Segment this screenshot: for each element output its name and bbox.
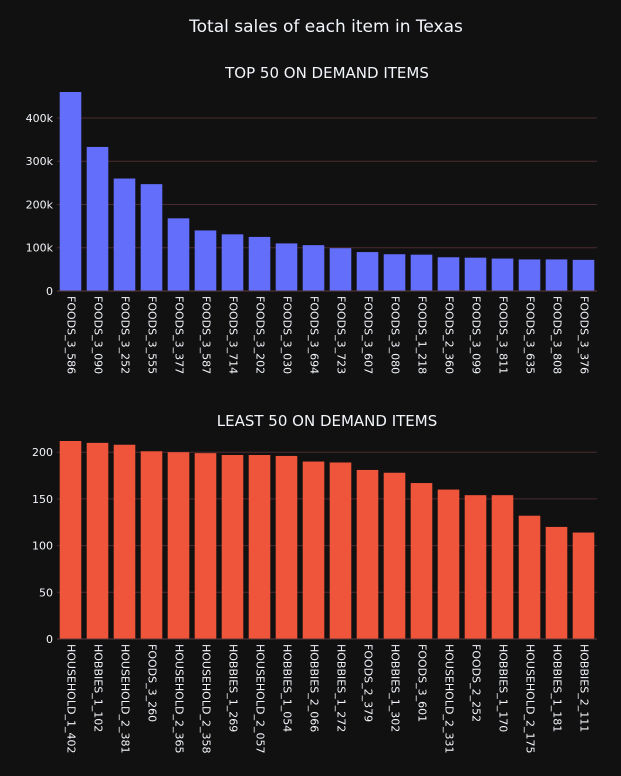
x-tick-label: FOODS_3_587 — [200, 296, 213, 374]
y-tick-label: 200 — [32, 446, 53, 459]
x-tick-label: HOBBIES_2_066 — [308, 644, 321, 732]
bar[interactable] — [518, 259, 541, 291]
y-tick-label: 0 — [46, 633, 53, 646]
bar[interactable] — [59, 441, 82, 639]
panel-title: TOP 50 ON DEMAND ITEMS — [224, 64, 429, 82]
bar[interactable] — [410, 483, 433, 639]
panel-title: LEAST 50 ON DEMAND ITEMS — [217, 412, 438, 430]
x-tick-label: HOBBIES_1_269 — [227, 644, 240, 732]
bar[interactable] — [329, 248, 352, 291]
bar[interactable] — [86, 442, 109, 639]
bar[interactable] — [329, 462, 352, 639]
y-tick-label: 100 — [32, 540, 53, 553]
x-tick-label: FOODS_3_586 — [65, 296, 78, 374]
y-tick-label: 400k — [26, 112, 54, 125]
bar[interactable] — [248, 455, 271, 639]
bar[interactable] — [437, 257, 460, 291]
bar[interactable] — [140, 184, 163, 291]
x-tick-label: HOBBIES_2_111 — [578, 644, 591, 732]
x-tick-label: HOUSEHOLD_2_358 — [200, 644, 213, 753]
x-tick-label: FOODS_3_607 — [362, 296, 375, 374]
x-tick-label: FOODS_3_030 — [281, 296, 294, 374]
chart-panel-2: LEAST 50 ON DEMAND ITEMS 0 50 100 150 200 HOUS… — [32, 412, 597, 753]
bar[interactable] — [572, 532, 595, 639]
y-tick-label: 0 — [46, 285, 53, 298]
chart-panel-1: TOP 50 ON DEMAND ITEMS 0 100k 200k 300k 400k F… — [26, 64, 597, 374]
y-tick-label: 100k — [26, 242, 54, 255]
bar[interactable] — [248, 236, 271, 291]
x-tick-label: FOODS_3_808 — [551, 296, 564, 374]
x-tick-label: HOBBIES_1_054 — [281, 644, 294, 732]
bar[interactable] — [275, 243, 298, 291]
bar[interactable] — [464, 257, 487, 291]
bar[interactable] — [167, 452, 190, 639]
x-tick-label: FOODS_2_252 — [470, 644, 483, 722]
bar[interactable] — [167, 218, 190, 291]
bar[interactable] — [383, 254, 406, 291]
x-tick-label: HOBBIES_1_102 — [92, 644, 105, 732]
bar[interactable] — [86, 146, 109, 291]
y-tick-label: 300k — [26, 155, 54, 168]
figure-title: Total sales of each item in Texas — [188, 17, 463, 37]
x-tick-label: FOODS_1_218 — [416, 296, 429, 374]
bar[interactable] — [437, 489, 460, 639]
bar[interactable] — [572, 259, 595, 291]
x-tick-label: HOBBIES_1_170 — [497, 644, 510, 732]
bar[interactable] — [356, 469, 379, 639]
bar[interactable] — [302, 461, 325, 639]
bar[interactable] — [140, 451, 163, 639]
x-tick-label: HOUSEHOLD_1_402 — [65, 644, 78, 753]
x-tick-label: FOODS_3_260 — [146, 644, 159, 722]
x-tick-label: HOUSEHOLD_2_175 — [524, 644, 537, 753]
x-tick-label: FOODS_3_090 — [92, 296, 105, 374]
x-tick-label: FOODS_3_099 — [470, 296, 483, 374]
x-tick-label: FOODS_3_202 — [254, 296, 267, 374]
x-tick-label: FOODS_3_601 — [416, 644, 429, 722]
bar[interactable] — [410, 254, 433, 291]
x-tick-label: FOODS_3_376 — [578, 296, 591, 374]
bar[interactable] — [491, 495, 514, 639]
bar[interactable] — [113, 178, 136, 291]
x-tick-label: HOUSEHOLD_2_381 — [119, 644, 132, 753]
x-tick-label: FOODS_2_379 — [362, 644, 375, 722]
bar[interactable] — [518, 515, 541, 639]
x-tick-label: HOUSEHOLD_2_365 — [173, 644, 186, 753]
x-tick-label: FOODS_3_694 — [308, 296, 321, 374]
bar[interactable] — [491, 258, 514, 291]
x-tick-label: FOODS_3_555 — [146, 296, 159, 374]
y-tick-label: 200k — [26, 198, 54, 211]
x-tick-label: HOUSEHOLD_2_331 — [443, 644, 456, 753]
x-tick-label: FOODS_3_080 — [389, 296, 402, 374]
bar[interactable] — [194, 453, 217, 639]
bar[interactable] — [59, 92, 82, 291]
bar[interactable] — [302, 245, 325, 291]
bar[interactable] — [383, 472, 406, 639]
bar[interactable] — [221, 234, 244, 291]
bar[interactable] — [545, 526, 568, 639]
x-tick-label: FOODS_3_723 — [335, 296, 348, 374]
x-tick-label: HOUSEHOLD_2_057 — [254, 644, 267, 753]
bar[interactable] — [194, 230, 217, 291]
y-tick-label: 50 — [39, 586, 53, 599]
x-tick-label: FOODS_3_635 — [524, 296, 537, 374]
x-tick-label: HOBBIES_1_272 — [335, 644, 348, 732]
bar[interactable] — [113, 444, 136, 639]
x-tick-label: FOODS_3_377 — [173, 296, 186, 374]
bar[interactable] — [356, 252, 379, 291]
bar[interactable] — [275, 455, 298, 639]
bar[interactable] — [464, 495, 487, 639]
x-tick-label: HOBBIES_1_181 — [551, 644, 564, 732]
y-tick-label: 150 — [32, 493, 53, 506]
bar[interactable] — [221, 455, 244, 639]
x-tick-label: HOBBIES_1_302 — [389, 644, 402, 732]
bar[interactable] — [545, 259, 568, 291]
x-tick-label: FOODS_3_811 — [497, 296, 510, 374]
x-tick-label: FOODS_3_714 — [227, 296, 240, 374]
x-tick-label: FOODS_3_252 — [119, 296, 132, 374]
x-tick-label: FOODS_2_360 — [443, 296, 456, 374]
